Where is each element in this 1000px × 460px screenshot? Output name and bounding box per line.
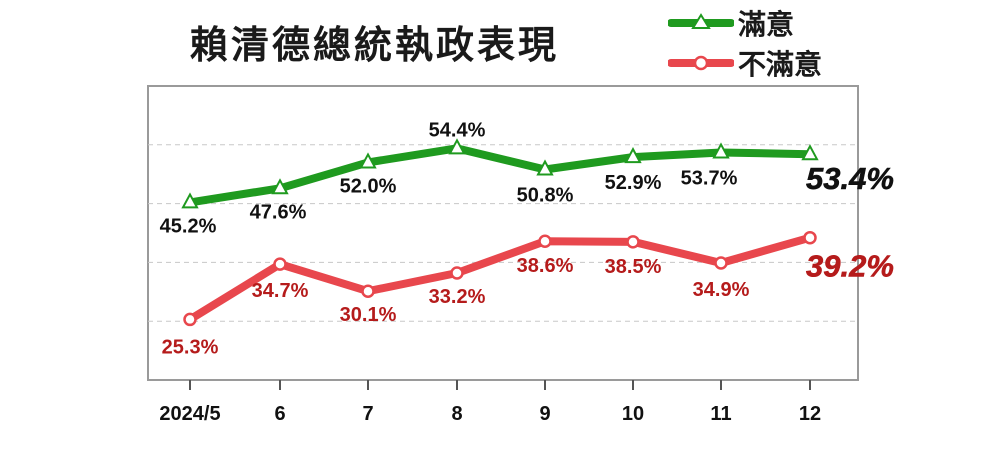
series-1-point-3	[450, 266, 464, 280]
series-1-point-2	[361, 284, 375, 298]
series-0-point-5	[624, 147, 642, 164]
series-0-data-label-5: 52.9%	[605, 172, 662, 194]
series-0-data-label-3: 54.4%	[429, 119, 486, 141]
series-0-data-label-6: 53.7%	[681, 167, 738, 189]
legend-item-satisfied: 滿意	[668, 6, 795, 41]
x-tick-label-3: 8	[451, 403, 462, 425]
series-1-point-5	[626, 235, 640, 249]
series-1-point-4	[538, 234, 552, 248]
series-0-data-label-7: 53.4%	[806, 161, 894, 196]
series-0-point-0	[181, 192, 199, 209]
series-1-point-6	[714, 256, 728, 270]
series-1-point-1	[273, 257, 287, 271]
series-line-0	[186, 144, 814, 207]
series-1-data-label-2: 30.1%	[340, 304, 397, 326]
legend-line-circle-icon	[668, 55, 734, 71]
x-tick-label-0: 2024/5	[159, 403, 220, 425]
series-0-data-label-1: 47.6%	[250, 201, 307, 223]
series-1-data-label-0: 25.3%	[162, 336, 219, 358]
legend-label-dissatisfied: 不滿意	[738, 48, 823, 81]
series-0-data-label-4: 50.8%	[517, 184, 574, 206]
series-1-point-7	[803, 230, 817, 245]
legend-item-dissatisfied: 不滿意	[668, 46, 823, 81]
series-1-data-label-1: 34.7%	[252, 280, 309, 302]
series-0-point-2	[359, 152, 377, 169]
x-tick-label-7: 12	[799, 403, 821, 425]
series-1-point-0	[183, 312, 197, 327]
series-1-data-label-4: 38.6%	[517, 255, 574, 277]
series-0-point-1	[271, 178, 289, 195]
x-tick-label-4: 9	[539, 403, 550, 425]
series-1-data-label-3: 33.2%	[429, 286, 486, 308]
chart-title: 賴清德總統執政表現	[190, 23, 560, 67]
legend-line-triangle-icon	[668, 13, 734, 29]
series-1-data-label-7: 39.2%	[806, 249, 894, 284]
series-0-data-label-0: 45.2%	[160, 215, 217, 237]
series-0-point-6	[712, 142, 730, 159]
x-tick-label-6: 11	[710, 403, 731, 425]
series-1-data-label-6: 34.9%	[693, 279, 750, 301]
series-0-point-4	[536, 159, 554, 176]
x-tick-label-1: 6	[274, 403, 285, 425]
series-line-1	[186, 233, 814, 324]
x-tick-label-5: 10	[622, 403, 644, 425]
series-0-data-label-2: 52.0%	[340, 175, 397, 197]
series-1-data-label-5: 38.5%	[605, 256, 662, 278]
plot-area	[147, 85, 859, 381]
series-0-point-3	[448, 138, 466, 155]
x-tick-label-2: 7	[362, 403, 373, 425]
legend-label-satisfied: 滿意	[738, 8, 795, 41]
series-0-point-7	[801, 144, 819, 161]
legend: 滿意 不滿意	[668, 4, 888, 84]
